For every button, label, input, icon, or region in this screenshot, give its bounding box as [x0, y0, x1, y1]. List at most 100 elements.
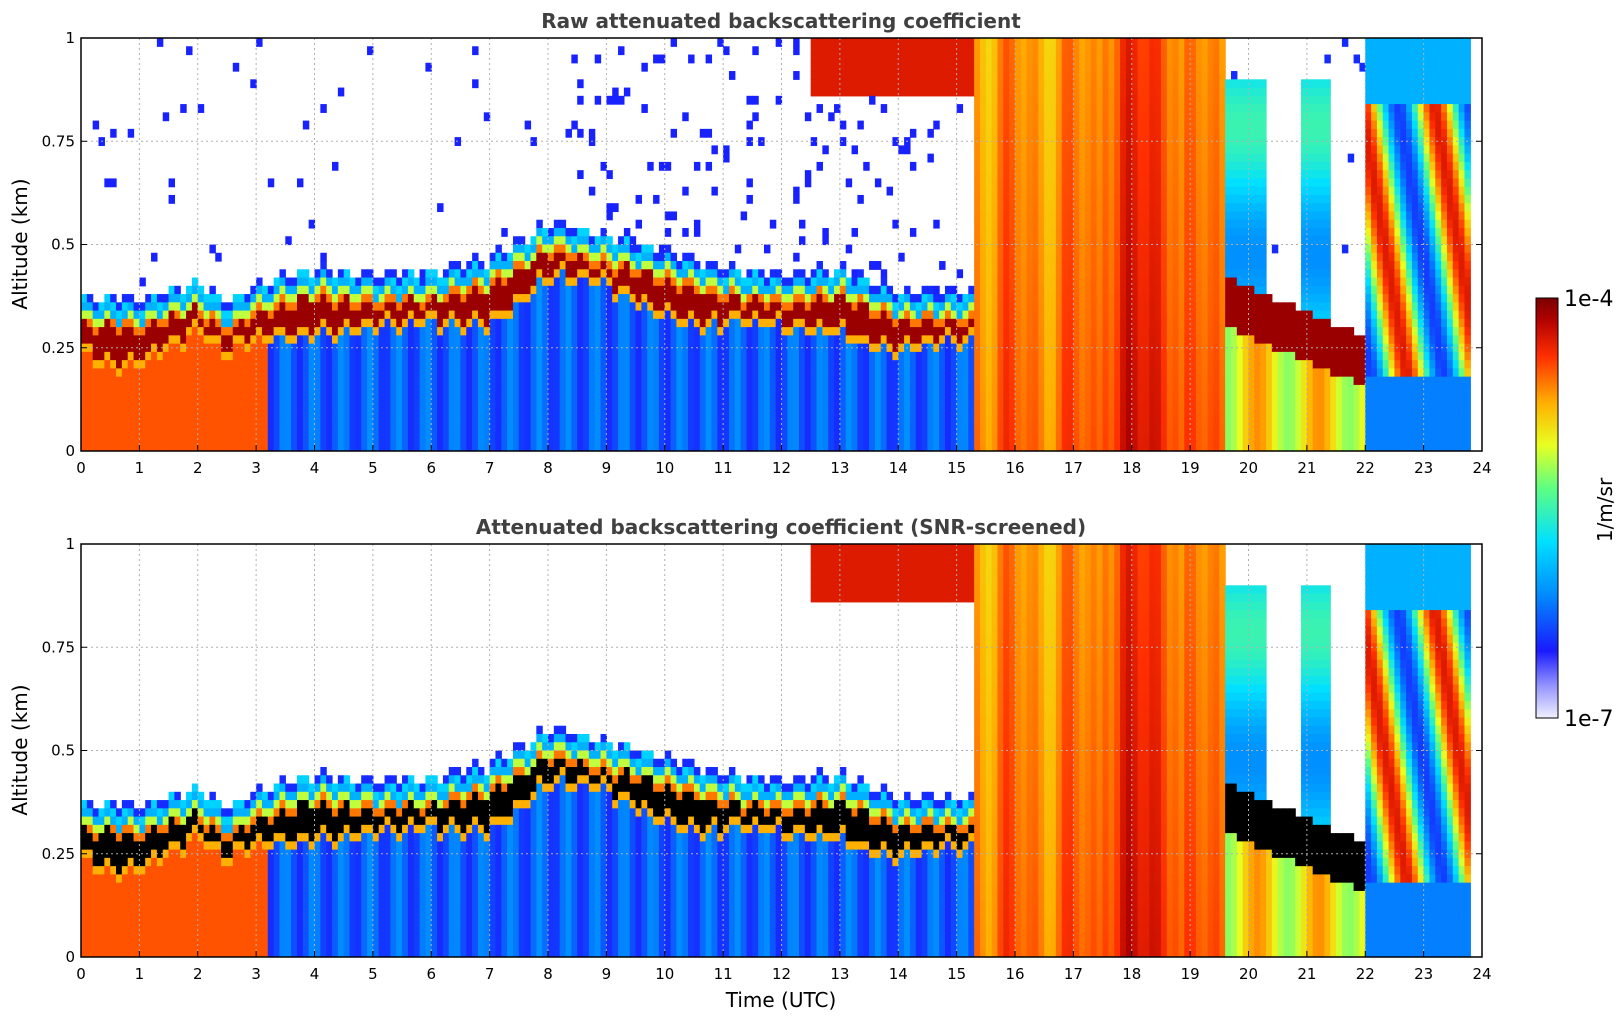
heatmap-cell: [1090, 277, 1098, 287]
heatmap-cell: [834, 277, 841, 287]
heatmap-cell: [1050, 211, 1057, 221]
heatmap-cell: [915, 62, 923, 72]
heatmap-cell: [874, 178, 882, 188]
heatmap-cell: [1055, 335, 1063, 345]
heatmap-cell: [1073, 285, 1080, 295]
heatmap-cell: [839, 302, 847, 312]
heatmap-cell: [332, 376, 339, 386]
heatmap-cell: [658, 384, 666, 394]
heatmap-cell: [314, 401, 321, 411]
heatmap-cell: [769, 409, 777, 419]
heatmap-cell: [1085, 145, 1092, 155]
heatmap-cell: [886, 38, 894, 47]
heatmap-cell: [1061, 360, 1069, 369]
heatmap-cell: [548, 351, 555, 361]
heatmap-cell: [244, 393, 251, 403]
heatmap-cell: [1090, 54, 1098, 64]
heatmap-cell: [1090, 426, 1098, 436]
heatmap-cell: [1079, 393, 1086, 403]
heatmap-cell: [186, 318, 193, 328]
heatmap-cell: [728, 310, 736, 320]
heatmap-cell: [267, 335, 275, 345]
heatmap-cell: [863, 426, 870, 436]
heatmap-cell: [810, 87, 818, 97]
heatmap-cell: [927, 294, 934, 303]
heatmap-cell: [658, 368, 666, 378]
heatmap-cell: [279, 351, 286, 361]
heatmap-cell: [606, 343, 613, 353]
heatmap-cell: [699, 335, 707, 345]
heatmap-cell: [793, 46, 800, 56]
heatmap-cell: [1067, 285, 1074, 295]
heatmap-cell: [839, 343, 847, 353]
heatmap-cell: [501, 384, 508, 394]
heatmap-cell: [991, 351, 999, 361]
heatmap-cell: [232, 335, 240, 345]
heatmap-cell: [583, 360, 590, 369]
heatmap-cell: [477, 269, 485, 279]
heatmap-cell: [542, 417, 549, 427]
heatmap-cell: [1055, 128, 1063, 138]
heatmap-cell: [1055, 170, 1063, 180]
heatmap-cell: [1009, 71, 1016, 80]
heatmap-cell: [542, 360, 549, 369]
heatmap-cell: [1044, 417, 1051, 427]
heatmap-cell: [950, 79, 958, 89]
heatmap-cell: [1090, 153, 1098, 163]
heatmap-cell: [892, 393, 899, 403]
heatmap-cell: [151, 401, 158, 411]
heatmap-cell: [1073, 227, 1080, 237]
heatmap-cell: [933, 360, 940, 369]
heatmap-cell: [1026, 104, 1034, 113]
heatmap-cell: [892, 71, 899, 80]
heatmap-cell: [407, 294, 415, 303]
heatmap-cell: [121, 368, 129, 378]
heatmap-cell: [413, 318, 421, 328]
heatmap-cell: [1067, 409, 1074, 419]
heatmap-cell: [279, 327, 286, 336]
heatmap-cell: [226, 376, 234, 386]
heatmap-cell: [396, 310, 403, 320]
heatmap-cell: [378, 285, 386, 295]
heatmap-cell: [664, 227, 672, 237]
heatmap-cell: [442, 318, 450, 328]
heatmap-cell: [1067, 46, 1074, 56]
heatmap-cell: [232, 351, 240, 361]
heatmap-cell: [337, 417, 345, 427]
heatmap-cell: [548, 285, 555, 295]
heatmap-cell: [256, 409, 263, 419]
heatmap-cell: [98, 417, 105, 427]
heatmap-cell: [320, 252, 327, 262]
heatmap-cell: [1003, 426, 1010, 436]
heatmap-cell: [1067, 360, 1074, 369]
heatmap-cell: [985, 211, 993, 221]
heatmap-cell: [962, 343, 969, 353]
heatmap-cell: [676, 434, 683, 444]
heatmap-cell: [740, 351, 748, 361]
heatmap-cell: [787, 376, 794, 386]
heatmap-cell: [653, 269, 660, 279]
heatmap-cell: [1108, 46, 1115, 56]
heatmap-cell: [431, 335, 438, 345]
heatmap-cell: [530, 277, 537, 287]
heatmap-cell: [688, 54, 695, 64]
heatmap-cell: [104, 302, 111, 312]
heatmap-cell: [448, 318, 456, 328]
heatmap-cell: [857, 335, 864, 345]
heatmap-cell: [1038, 46, 1045, 56]
heatmap-cell: [991, 401, 999, 411]
heatmap-cell: [956, 351, 964, 361]
heatmap-cell: [781, 409, 788, 419]
heatmap-cell: [542, 252, 549, 262]
heatmap-cell: [1090, 38, 1098, 47]
heatmap-cell: [799, 426, 806, 436]
heatmap-cell: [419, 327, 427, 336]
heatmap-cell: [1009, 384, 1016, 394]
heatmap-cell: [985, 219, 993, 229]
heatmap-cell: [717, 417, 724, 427]
heatmap-cell: [110, 294, 117, 303]
heatmap-cell: [898, 327, 905, 336]
heatmap-cell: [904, 393, 911, 403]
heatmap-cell: [950, 87, 958, 97]
heatmap-cell: [793, 294, 800, 303]
